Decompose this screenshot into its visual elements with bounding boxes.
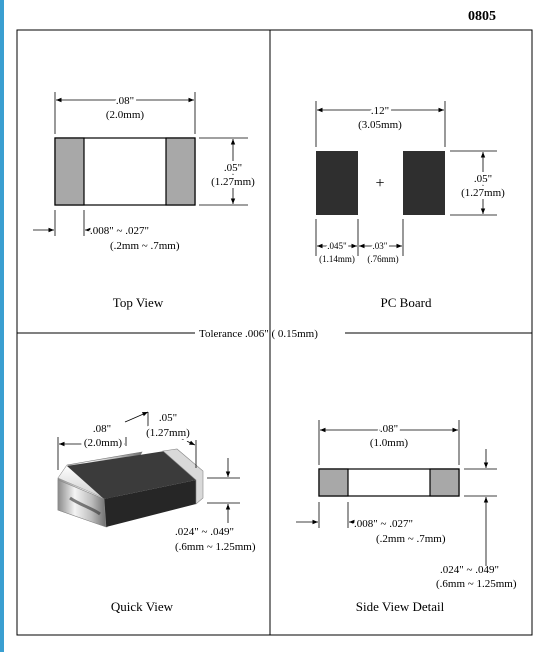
quick-width-dimension	[175, 435, 196, 446]
pcb-left-pad	[316, 151, 358, 215]
side-length-mm: (1.0mm)	[370, 437, 409, 449]
top-length-mm: (2.0mm)	[106, 109, 145, 121]
pcb-gap-mm: (.76mm)	[367, 254, 398, 264]
quick-width-mm: (1.27mm)	[146, 427, 190, 439]
side-terminal-mm: (.2mm ~ .7mm)	[376, 533, 446, 545]
top-terminal-in: .008" ~ .027"	[90, 225, 149, 237]
pcb-span-in: .12"	[371, 105, 389, 117]
side-terminal-in: .008" ~ .027"	[354, 518, 413, 530]
top-width-in: .05"	[224, 162, 242, 174]
pc-board-caption: PC Board	[381, 295, 432, 310]
pcb-center-mark: +	[375, 175, 384, 192]
pcb-height-mm: (1.27mm)	[461, 187, 505, 199]
pcb-height-in: .05"	[474, 173, 492, 185]
quick-view: .08" (2.0mm) .05" (1.27mm) .024" ~ .049"…	[57, 411, 256, 614]
pcb-pad-mm: (1.14mm)	[319, 254, 355, 264]
pcb-pad-in: .045"	[327, 241, 347, 251]
side-thickness-in: .024" ~ .049"	[440, 564, 499, 576]
quick-length-mm: (2.0mm)	[84, 437, 123, 449]
quick-width-in: .05"	[159, 412, 177, 424]
pcb-right-pad	[403, 151, 445, 215]
side-view-caption: Side View Detail	[356, 599, 445, 614]
quick-body-top	[67, 451, 196, 499]
pcb-span-mm: (3.05mm)	[358, 119, 402, 131]
quick-thickness-mm: (.6mm ~ 1.25mm)	[175, 541, 256, 553]
top-view: .08" (2.0mm) .05" (1.27mm) .008" ~ .027"…	[33, 92, 258, 310]
quick-body-front	[104, 480, 196, 527]
top-terminal-mm: (.2mm ~ .7mm)	[110, 240, 180, 252]
tolerance-label: Tolerance .006" ( 0.15mm)	[199, 328, 318, 340]
top-length-in: .08"	[116, 95, 134, 107]
top-width-mm: (1.27mm)	[211, 176, 255, 188]
part-number-title: 0805	[468, 9, 496, 24]
quick-view-caption: Quick View	[111, 599, 174, 614]
side-thickness-mm: (.6mm ~ 1.25mm)	[436, 578, 517, 590]
top-view-right-terminal	[165, 137, 196, 206]
side-left-terminal	[318, 468, 349, 497]
left-edge-strip	[0, 0, 4, 652]
quick-thickness-in: .024" ~ .049"	[175, 526, 234, 538]
side-length-in: .08"	[380, 423, 398, 435]
pcb-gap-in: .03"	[373, 241, 388, 251]
quick-right-terminal	[162, 448, 204, 505]
pc-board-view: + .12" (3.05mm) .05" (1.27mm) .045" (1.1…	[315, 101, 508, 310]
top-view-left-terminal	[54, 137, 85, 206]
side-view: .08" (1.0mm) .024" ~ .049" (.6mm ~ 1.25m…	[296, 420, 517, 614]
top-view-caption: Top View	[113, 295, 164, 310]
quick-length-in: .08"	[93, 423, 111, 435]
side-right-terminal	[429, 468, 460, 497]
